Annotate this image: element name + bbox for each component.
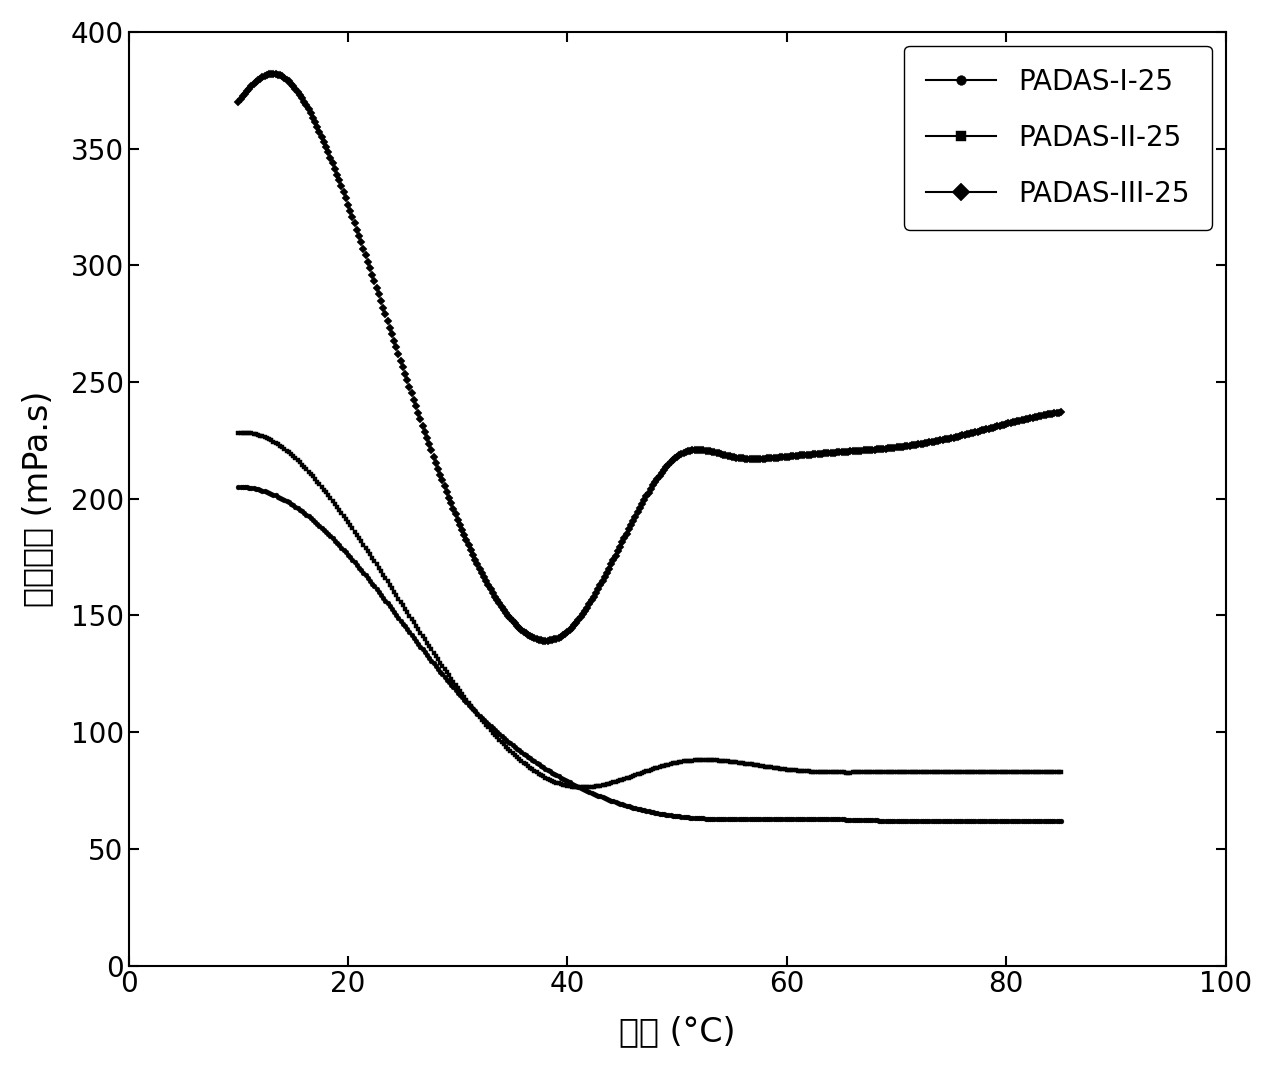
PADAS-II-25 <box>418 633 433 646</box>
PADAS-III-25 <box>266 67 281 80</box>
PADAS-I-25 <box>418 646 433 659</box>
PADAS-I-25 <box>1054 815 1069 827</box>
PADAS-III-25 <box>537 634 552 647</box>
PADAS-II-25 <box>237 427 252 439</box>
PADAS-I-25 <box>560 775 575 788</box>
PADAS-II-25 <box>691 754 707 766</box>
PADAS-III-25 <box>691 444 707 456</box>
Y-axis label: 表观粘度 (mPa.s): 表观粘度 (mPa.s) <box>20 390 53 607</box>
PADAS-III-25 <box>1045 407 1060 420</box>
Legend: PADAS-I-25, PADAS-II-25, PADAS-III-25: PADAS-I-25, PADAS-II-25, PADAS-III-25 <box>904 46 1212 230</box>
PADAS-I-25 <box>992 815 1007 827</box>
X-axis label: 温度 (°C): 温度 (°C) <box>619 1016 736 1049</box>
PADAS-II-25 <box>1045 765 1060 778</box>
PADAS-I-25 <box>1045 815 1060 827</box>
PADAS-I-25 <box>933 815 948 827</box>
PADAS-III-25 <box>992 419 1007 432</box>
PADAS-II-25 <box>766 761 782 774</box>
PADAS-I-25 <box>230 481 246 494</box>
PADAS-III-25 <box>418 425 433 438</box>
PADAS-III-25 <box>230 95 246 108</box>
Line: PADAS-I-25: PADAS-I-25 <box>236 484 1063 824</box>
PADAS-I-25 <box>689 811 704 824</box>
PADAS-II-25 <box>575 781 591 794</box>
PADAS-I-25 <box>764 812 779 825</box>
PADAS-III-25 <box>1054 406 1069 419</box>
PADAS-I-25 <box>233 481 248 494</box>
Line: PADAS-II-25: PADAS-II-25 <box>236 431 1063 790</box>
PADAS-II-25 <box>230 427 246 439</box>
PADAS-III-25 <box>766 451 782 464</box>
PADAS-III-25 <box>561 623 577 636</box>
PADAS-II-25 <box>1054 765 1069 778</box>
PADAS-II-25 <box>992 765 1007 778</box>
PADAS-II-25 <box>560 779 575 792</box>
Line: PADAS-III-25: PADAS-III-25 <box>236 71 1064 644</box>
